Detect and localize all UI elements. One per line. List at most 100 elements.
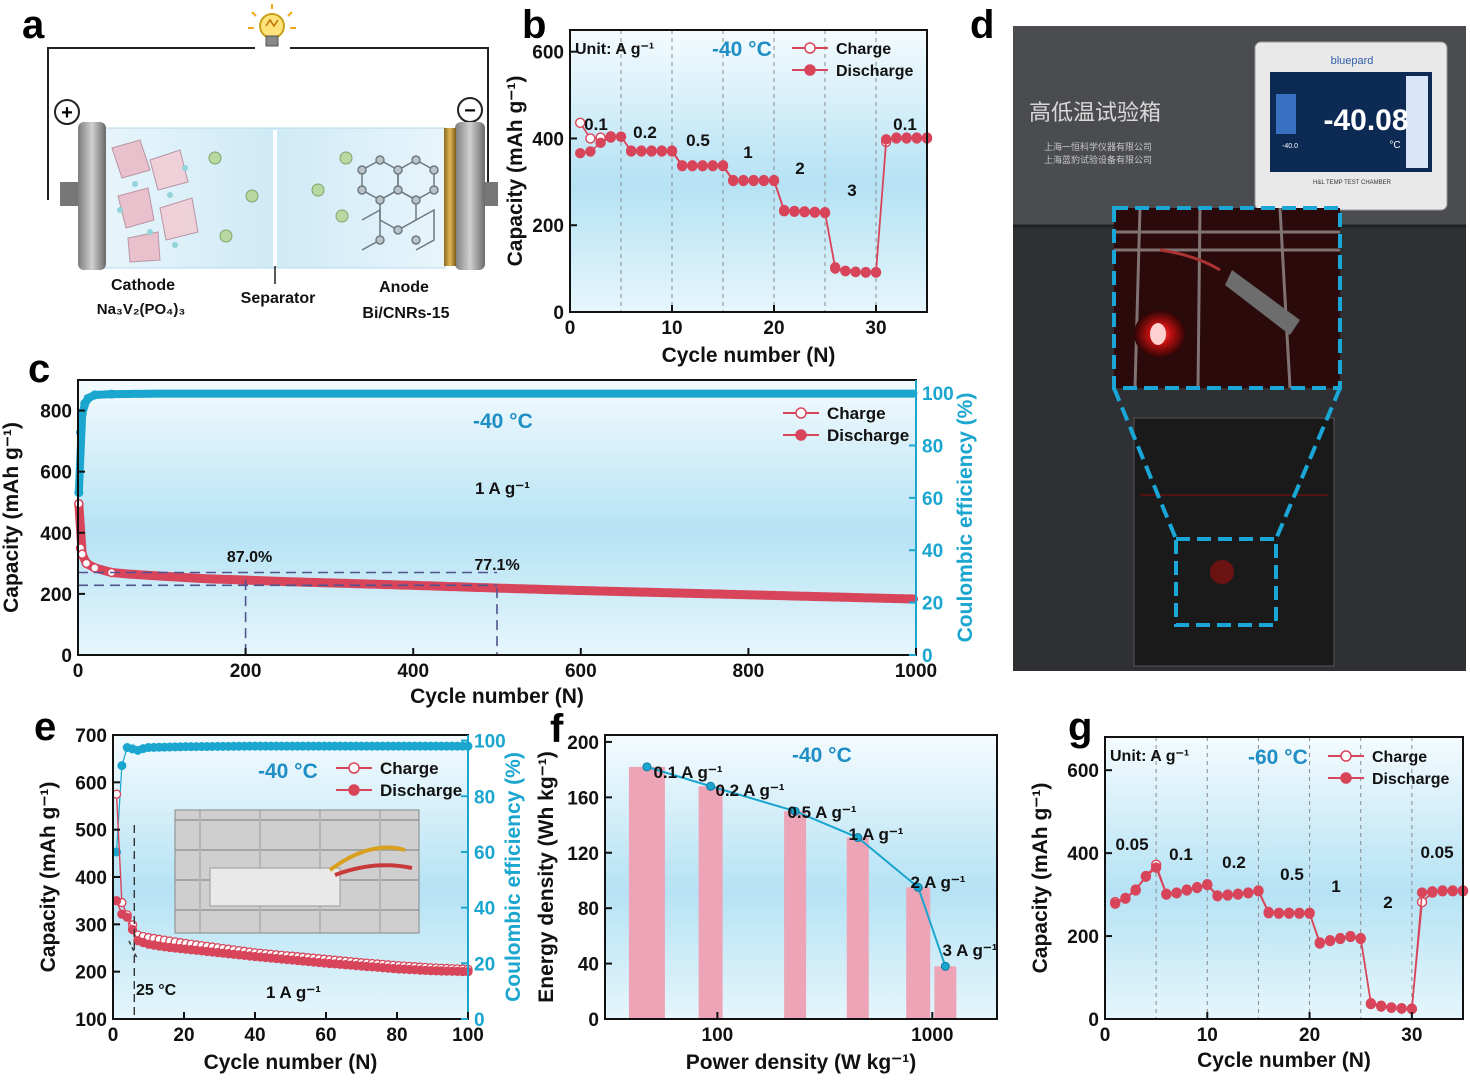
g-ylabel: Capacity (mAh g⁻¹) — [1029, 783, 1052, 974]
e-ytick-label: 200 — [75, 963, 107, 984]
c-y2tick-label: 80 — [922, 436, 943, 457]
f-ytick-label: 80 — [578, 899, 599, 920]
b-discharge-point — [768, 175, 780, 187]
b-rate-label: 0.2 — [633, 123, 657, 142]
c-legend-marker — [795, 429, 807, 441]
led-glow-small — [1210, 560, 1234, 584]
f-bar — [846, 837, 869, 1019]
minus-symbol: − — [464, 100, 476, 122]
g-rate-label: 0.1 — [1169, 845, 1193, 864]
e-y2label: Coulombic efficiency (%) — [502, 752, 525, 1002]
e-current: 1 A g⁻¹ — [266, 983, 321, 1002]
g-discharge-point — [1212, 891, 1223, 902]
plus-symbol: + — [61, 102, 73, 124]
g-discharge-point — [1110, 898, 1121, 909]
panel-a: a + − — [22, 3, 498, 322]
g-discharge-point — [1191, 882, 1203, 894]
display-unit: °C — [1389, 140, 1400, 151]
b-discharge-point — [840, 266, 851, 277]
panel-a-letter: a — [22, 3, 45, 47]
f-energy-point — [940, 961, 950, 971]
g-discharge-point — [1202, 879, 1213, 891]
b-discharge-point — [891, 133, 902, 144]
e-panel-letter: e — [34, 705, 56, 749]
b-discharge-point — [850, 266, 861, 278]
e-y2tick-label: 0 — [474, 1010, 485, 1031]
c-y2tick-label: 0 — [922, 646, 933, 667]
b-discharge-point — [881, 134, 892, 145]
b-xtick-label: 30 — [865, 318, 886, 339]
b-discharge-point — [656, 146, 667, 157]
g-discharge-point — [1273, 908, 1285, 919]
g-rate-label: 0.2 — [1222, 853, 1246, 872]
e-xtick-label: 100 — [452, 1025, 484, 1046]
g-discharge-point — [1150, 862, 1162, 873]
b-ytick-label: 400 — [532, 129, 564, 150]
b-discharge-point — [728, 175, 739, 187]
b-xtick-label: 0 — [565, 318, 576, 339]
e-ce-point — [117, 761, 127, 771]
e-xtick-label: 60 — [315, 1025, 336, 1046]
g-unit-note: Unit: A g⁻¹ — [1110, 748, 1189, 765]
g-xtick-label: 0 — [1100, 1025, 1111, 1046]
e-25c-label: 25 °C — [136, 982, 177, 999]
chamber-label: 高低温试验箱 — [1029, 101, 1161, 126]
g-legend-label: Charge — [1372, 749, 1427, 766]
b-discharge-point — [636, 146, 647, 157]
zoom-source-box — [1174, 537, 1278, 627]
cathode-collector — [78, 122, 106, 270]
c-legend-label: Charge — [827, 404, 886, 423]
g-discharge-point — [1263, 908, 1274, 919]
b-charge-point — [575, 117, 586, 129]
b-panel-letter: b — [522, 3, 546, 47]
c-xtick-label: 600 — [565, 661, 597, 682]
c-xtick-label: 400 — [397, 661, 429, 682]
b-discharge-point — [666, 146, 678, 157]
g-ytick-label: 0 — [1088, 1010, 1099, 1031]
separator-label: Separator — [241, 290, 316, 307]
plus-terminal-icon: + — [54, 99, 80, 125]
b-discharge-point — [748, 175, 759, 187]
anode-foil — [444, 128, 456, 266]
g-discharge-point — [1427, 886, 1438, 897]
b-discharge-point — [575, 148, 586, 159]
g-xtick-label: 20 — [1299, 1025, 1320, 1046]
c-legend-marker — [795, 407, 807, 419]
f-bar — [628, 766, 665, 1019]
f-energy-point — [706, 781, 716, 791]
f-bar-label: 0.1 A g⁻¹ — [653, 763, 722, 782]
b-plot-frame — [569, 29, 928, 313]
g-panel-letter: g — [1068, 705, 1092, 749]
e-xlabel: Cycle number (N) — [204, 1051, 378, 1074]
e-ytick-label: 300 — [75, 915, 107, 936]
e-y2tick-label: 60 — [474, 843, 495, 864]
panel-f: 0.1 A g⁻¹0.2 A g⁻¹0.5 A g⁻¹ 1 A g⁻¹ 2 A g⁻… — [535, 707, 998, 1074]
e-ytick-label: 400 — [75, 868, 107, 889]
g-discharge-point — [1355, 933, 1366, 945]
c-capacity-point — [81, 558, 92, 569]
g-ytick-label: 600 — [1067, 761, 1099, 782]
b-discharge-point — [789, 206, 800, 217]
c-ytick-label: 600 — [40, 463, 72, 484]
e-discharge-point — [122, 912, 132, 922]
c-ytick-label: 800 — [40, 402, 72, 423]
g-discharge-point — [1253, 886, 1264, 897]
g-xlabel: Cycle number (N) — [1197, 1049, 1371, 1072]
b-discharge-point — [707, 161, 718, 172]
panel-g: 0.05 0.1 0.2 0.5 1 2 0.05 0 10 20 30 0 200 400 600 Cycl… — [1029, 705, 1469, 1072]
g-rate-label: 2 — [1383, 893, 1392, 912]
e-inset-wire — [328, 845, 406, 872]
b-discharge-point — [819, 207, 831, 219]
g-discharge-point — [1304, 908, 1315, 919]
e-y2tick-label: 100 — [474, 732, 506, 753]
e-legend-marker — [348, 762, 360, 774]
g-discharge-point — [1283, 908, 1295, 919]
f-xlabel: Power density (W kg⁻¹) — [686, 1051, 916, 1074]
b-xtick-label: 20 — [763, 318, 784, 339]
b-legend-marker — [804, 42, 816, 54]
b-discharge-point — [595, 137, 606, 149]
g-legend-marker — [1340, 772, 1352, 784]
c-ce-band — [74, 389, 918, 497]
g-discharge-point — [1140, 871, 1152, 882]
e-y2tick-label: 40 — [474, 899, 495, 920]
